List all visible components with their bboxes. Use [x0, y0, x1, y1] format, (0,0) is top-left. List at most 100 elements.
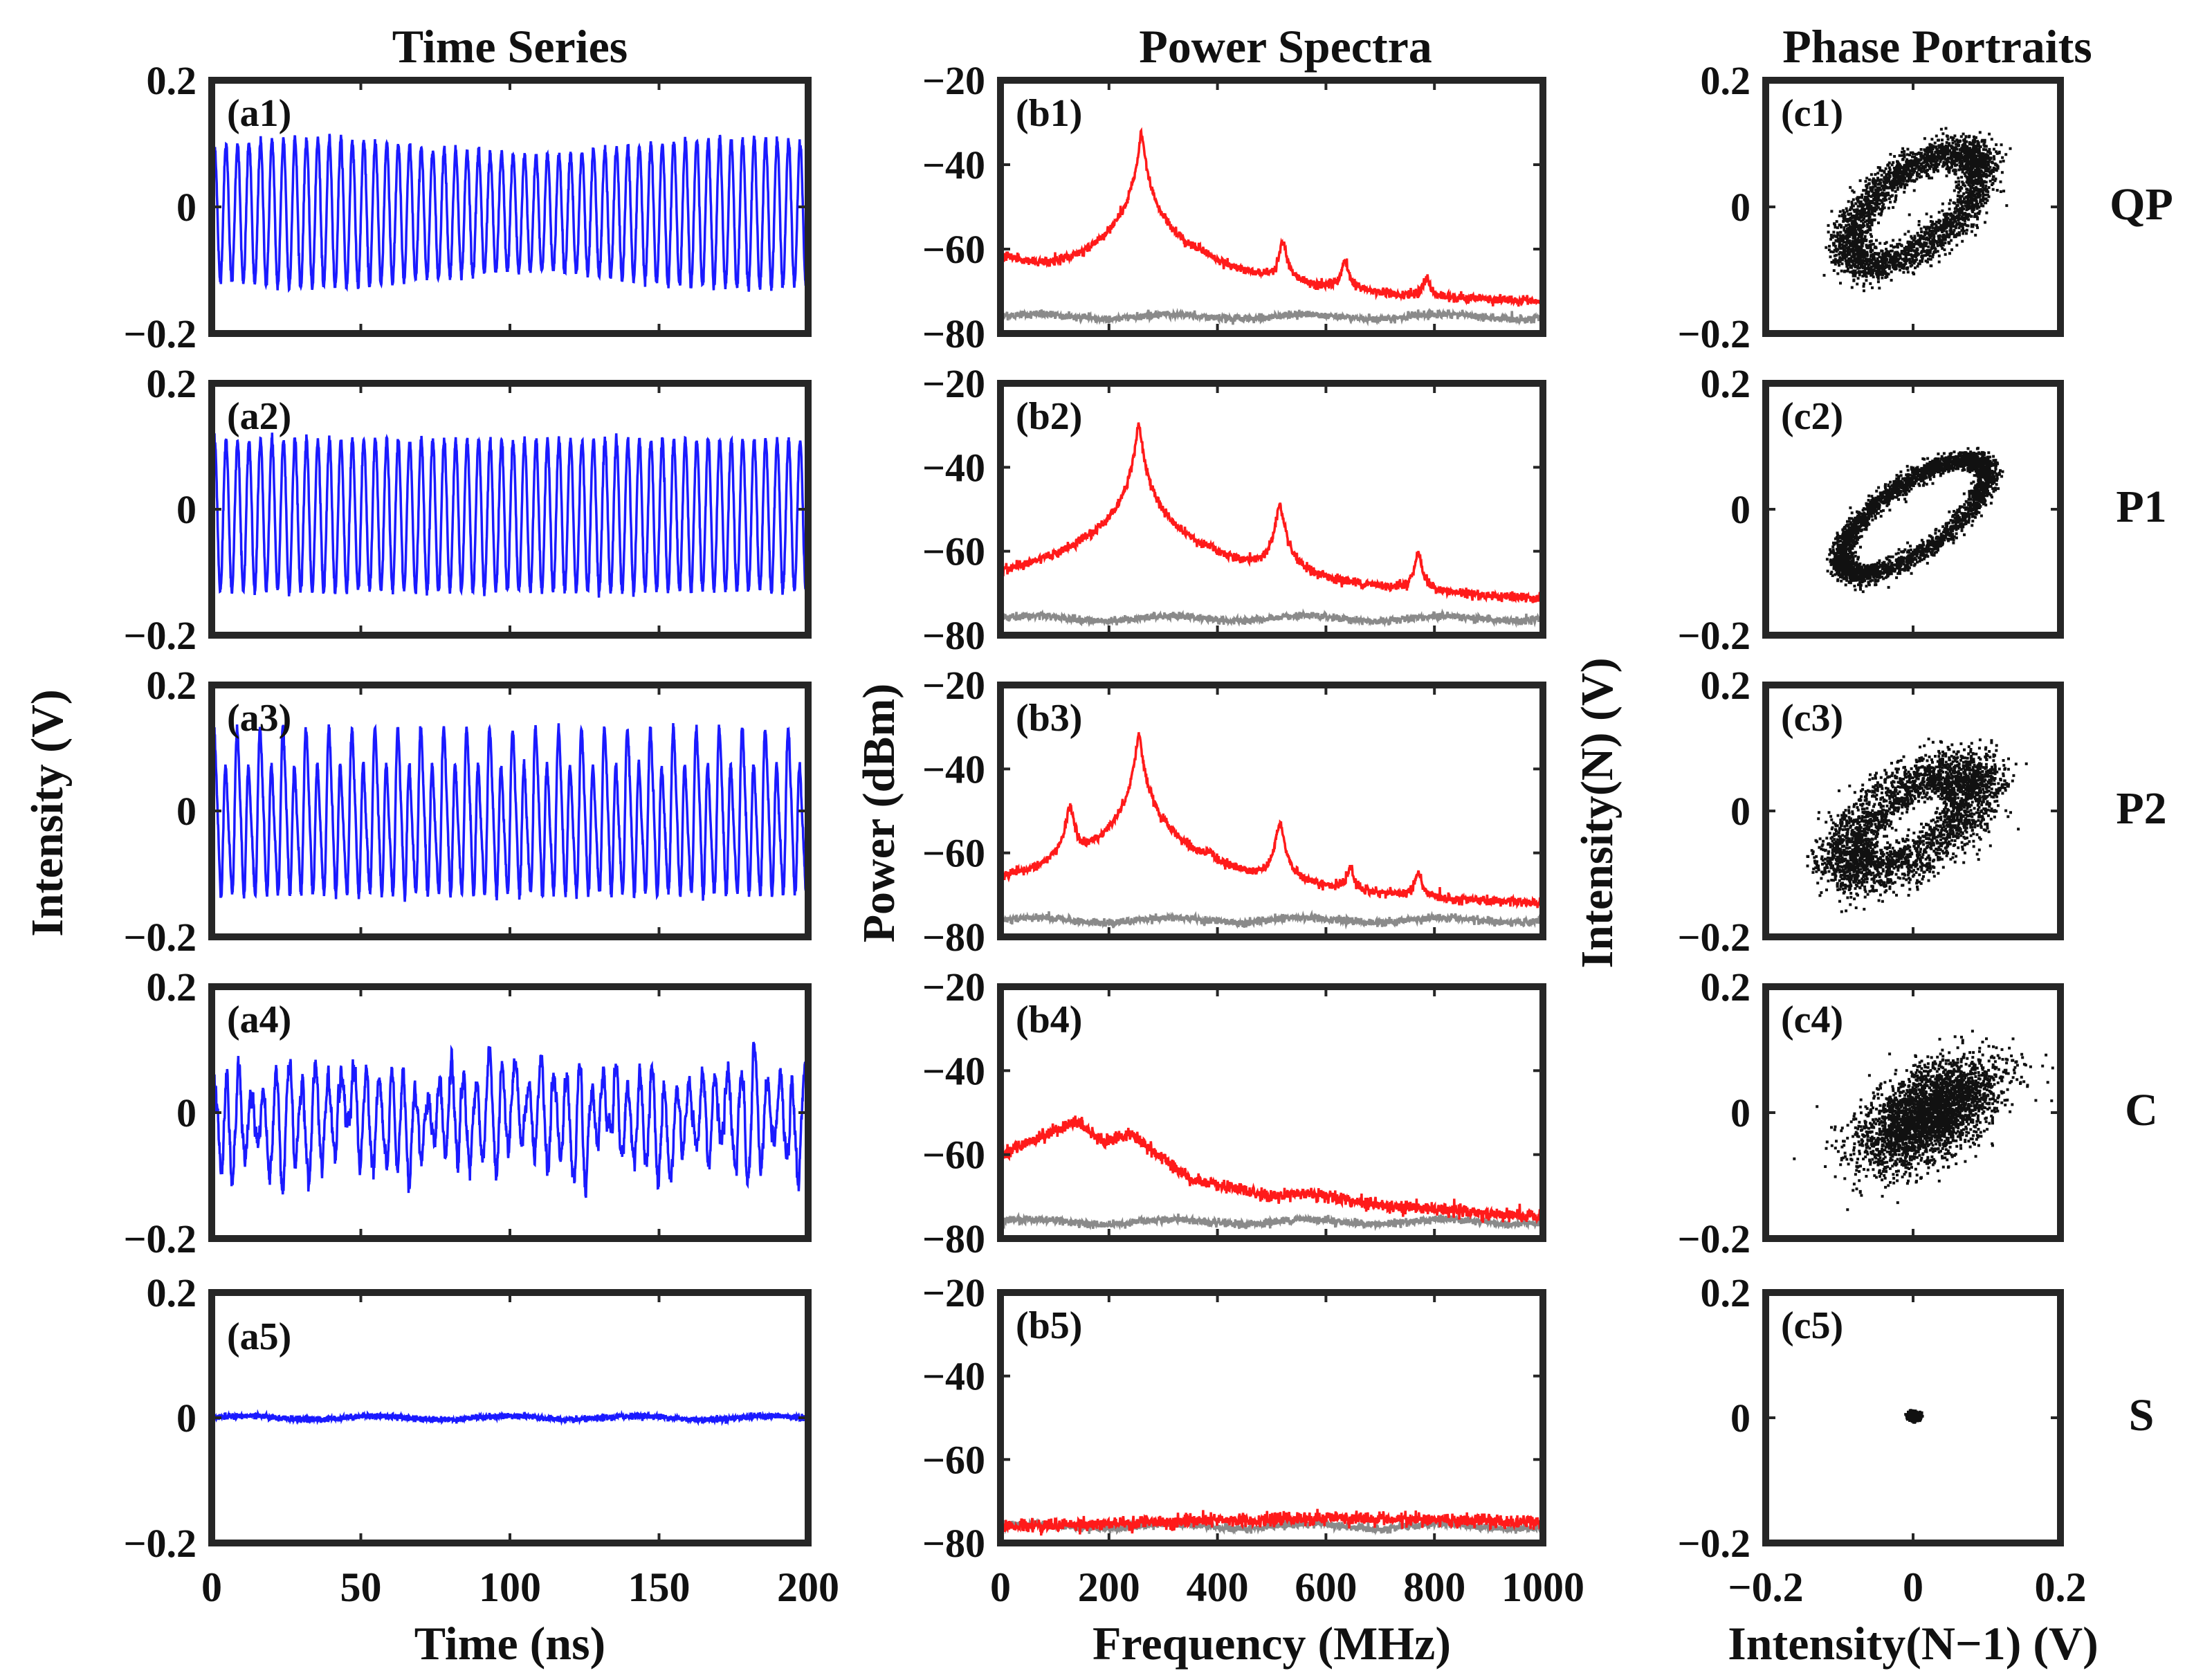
y-tick-label: −0.2: [1677, 1521, 1750, 1566]
state-label: QP: [2110, 179, 2173, 230]
panel-label: (b1): [1016, 92, 1082, 135]
phase-portrait-panel: 0.2 0 −0.2−0.2 0 0.2 (c5) S: [1677, 1270, 2154, 1610]
y-tick-label: −0.2: [1677, 915, 1750, 960]
panels: 0.20−0.2(a1)0.20−0.2(a2)0.20−0.2(a3)0.20…: [123, 58, 2173, 1610]
noise-floor-line: [1000, 529, 1544, 628]
state-label: C: [2125, 1085, 2158, 1135]
y-tick-label: −40: [922, 747, 985, 792]
x-tick-label: 600: [1295, 1564, 1357, 1610]
y-tick-label: −20: [922, 663, 985, 708]
panel-label: (a4): [227, 998, 291, 1041]
y-tick-label: −40: [922, 1048, 985, 1093]
y-tick-label: 0: [1730, 789, 1750, 834]
y-tick-label: −80: [922, 613, 985, 658]
spectrum-line: [1000, 1400, 1544, 1536]
phase-portrait-points: [1793, 1030, 2054, 1212]
panel-label: (c2): [1781, 395, 1843, 438]
axes-frame: [997, 1289, 1546, 1546]
y-tick-label: 0.2: [147, 361, 197, 406]
axes-frame: [997, 380, 1546, 639]
x-tick-label: 400: [1187, 1564, 1249, 1610]
panel-label: (b2): [1016, 395, 1082, 438]
axes-frame: [997, 77, 1546, 337]
column-title: Phase Portraits: [1782, 20, 2092, 73]
y-tick-label: 0: [1730, 1090, 1750, 1135]
phase-portrait-panel: 0.2 0 −0.2 (c1) QP: [1677, 58, 2173, 356]
y-tick-label: −60: [922, 529, 985, 574]
x-tick-label: 0.2: [2035, 1564, 2087, 1610]
axis-labels: Intensity (V) Time (ns) Power (dBm) Frequen…: [22, 657, 2099, 1670]
y-tick-label: −0.2: [1677, 1216, 1750, 1261]
phase-portrait-panel: 0.2 0 −0.2 (c3) P2: [1677, 663, 2166, 960]
time-series-panel: 0.2 0 −0.2 (a1): [123, 58, 812, 356]
x-tick-label: 0: [201, 1564, 222, 1610]
y-tick-label: 0.2: [147, 965, 197, 1010]
spectrum-line: [1000, 127, 1544, 307]
phase-portrait-points: [1825, 446, 2004, 594]
power-spectrum-panel: −20 −40 −60 −80 (b3): [922, 663, 1546, 960]
x-tick-label: 0: [990, 1564, 1011, 1610]
state-label: P2: [2116, 783, 2166, 834]
phase-portrait-points: [1904, 1409, 1924, 1424]
phase-portrait-panel: 0.2 0 −0.2 (c2) P1: [1677, 361, 2166, 658]
panel-label: (c3): [1781, 697, 1843, 740]
y-tick-label: −0.2: [123, 311, 196, 356]
y-tick-label: −0.2: [1677, 311, 1750, 356]
column-title: Time Series: [392, 20, 628, 73]
y-tick-label: −80: [922, 311, 985, 356]
y-tick-label: −0.2: [123, 1216, 196, 1261]
time-x-axis-label: Time (ns): [414, 1617, 605, 1670]
portrait-y-axis-label: Intensity(N) (V): [1572, 657, 1622, 968]
y-tick-label: −20: [922, 965, 985, 1010]
time-series-panel: 0.2 0 −0.2 (a3): [123, 663, 812, 960]
panel-label: (a1): [227, 92, 291, 135]
noise-floor-line: [1000, 226, 1544, 327]
axes-frame: [997, 682, 1546, 940]
y-tick-label: −20: [922, 361, 985, 406]
y-tick-label: −80: [922, 915, 985, 960]
time-y-axis-label: Intensity (V): [22, 689, 73, 937]
panel-label: (b3): [1016, 697, 1082, 740]
column-title: Power Spectra: [1139, 20, 1432, 73]
time-series-panel: 0.2 0 −0.2 (a2): [123, 361, 812, 658]
y-tick-label: −40: [922, 445, 985, 490]
y-tick-label: −40: [922, 143, 985, 188]
y-tick-label: 0: [176, 789, 196, 834]
power-spectrum-panel: −20 −40 −60 −80 (b2): [922, 361, 1546, 658]
y-tick-label: 0: [1730, 185, 1750, 230]
x-tick-label: −0.2: [1728, 1564, 1803, 1610]
spectrum-line: [1000, 731, 1544, 910]
panel-label: (b5): [1016, 1304, 1082, 1347]
y-tick-label: −20: [922, 58, 985, 103]
y-tick-label: 0.2: [1701, 965, 1751, 1010]
spectrum-line: [1000, 422, 1544, 604]
panel-label: (b4): [1016, 998, 1082, 1041]
time-series-line: [210, 134, 810, 293]
y-tick-label: −40: [922, 1354, 985, 1399]
y-tick-label: 0: [176, 185, 196, 230]
power-y-axis-label: Power (dBm): [854, 684, 904, 943]
phase-portrait-panel: 0.2 0 −0.2 (c4) C: [1677, 965, 2157, 1261]
noise-floor-line: [1000, 1132, 1544, 1232]
y-tick-label: −60: [922, 1133, 985, 1178]
y-tick-label: 0: [176, 1396, 196, 1441]
state-label: S: [2129, 1390, 2155, 1441]
y-tick-label: −60: [922, 831, 985, 876]
state-label: P1: [2116, 482, 2166, 532]
y-tick-label: −0.2: [123, 1521, 196, 1566]
time-series-panel: 0.2 0 −0.2 (a4): [123, 965, 812, 1261]
time-series-line: [210, 1041, 810, 1198]
panel-label: (a5): [227, 1315, 291, 1358]
time-series-panel: 0.20−0.20 50 100 150 200(a5): [123, 1270, 839, 1610]
y-tick-label: −0.2: [1677, 613, 1750, 658]
time-series-line: [210, 432, 810, 598]
power-spectrum-panel: −20 −40 −60 −80 (b4): [922, 965, 1546, 1261]
spectrum-line: [1000, 1094, 1544, 1225]
y-tick-label: 0.2: [1701, 1270, 1751, 1315]
y-tick-label: 0: [176, 1090, 196, 1135]
panel-label: (c1): [1781, 92, 1843, 135]
panel-label: (a3): [227, 697, 291, 740]
panel-label: (a2): [227, 395, 291, 438]
y-tick-label: 0.2: [147, 58, 197, 103]
